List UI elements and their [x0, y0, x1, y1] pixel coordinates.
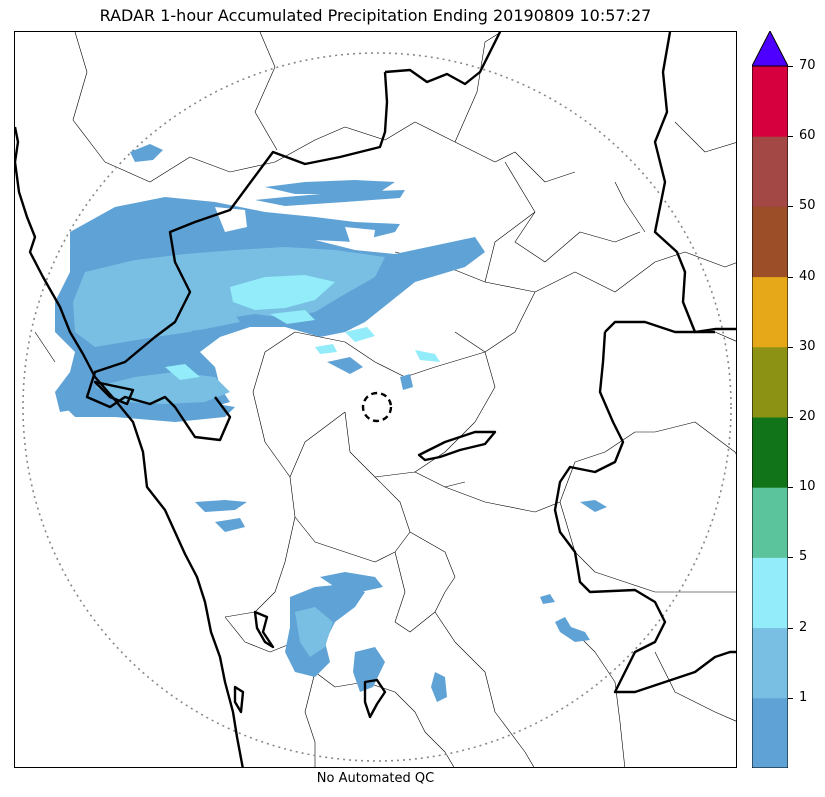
- colorbar-tick-mark: [788, 557, 793, 559]
- colorbar-segment: [752, 557, 788, 629]
- map-canvas: [15, 32, 736, 767]
- colorbar-tick-label: 20: [799, 409, 816, 424]
- colorbar-segments: [752, 66, 788, 768]
- colorbar-tick-label: 1: [799, 689, 808, 705]
- colorbar-segment: [752, 276, 788, 348]
- radar-range-ring: [22, 52, 732, 762]
- state-boundaries: [15, 32, 736, 767]
- colorbar-tick-label: 50: [799, 198, 816, 214]
- colorbar-tick-mark: [788, 276, 793, 278]
- colorbar-tick-mark: [788, 66, 793, 67]
- colorbar-tick-mark: [788, 417, 793, 418]
- chart-title: RADAR 1-hour Accumulated Precipitation E…: [99, 6, 652, 25]
- colorbar-segment: [752, 66, 788, 137]
- colorbar-segment: [752, 487, 788, 558]
- colorbar-tick-mark: [788, 697, 793, 699]
- colorbar-tick-mark: [788, 136, 793, 138]
- colorbar-segment: [752, 346, 788, 418]
- colorbar-tick-mark: [788, 487, 793, 489]
- colorbar-segment: [752, 417, 788, 488]
- colorbar-tick-label: 5: [799, 549, 808, 565]
- colorbar-segment: [752, 206, 788, 278]
- colorbar-tick-mark: [788, 346, 793, 348]
- colorbar-segment: [752, 136, 788, 207]
- colorbar-tick-label: 2: [799, 619, 808, 635]
- colorbar-tick-mark: [788, 206, 793, 208]
- radar-site-marker: [361, 391, 393, 423]
- colorbar: [752, 31, 788, 768]
- colorbar-segment: [752, 697, 788, 768]
- footer-note: No Automated QC: [316, 771, 435, 786]
- colorbar-tick-label: 40: [799, 268, 816, 284]
- colorbar-tick-mark: [788, 627, 793, 629]
- precipitation-heavy: [165, 275, 440, 380]
- colorbar-segment: [752, 627, 788, 699]
- colorbar-extend-arrow: [752, 31, 788, 67]
- colorbar-tick-label: 60: [799, 128, 816, 144]
- colorbar-tick-label: 30: [799, 338, 816, 354]
- colorbar-tick-label: 10: [799, 479, 816, 495]
- radar-map: [14, 31, 737, 768]
- precipitation-medium: [73, 247, 385, 657]
- colorbar-tick-label: 70: [799, 58, 816, 73]
